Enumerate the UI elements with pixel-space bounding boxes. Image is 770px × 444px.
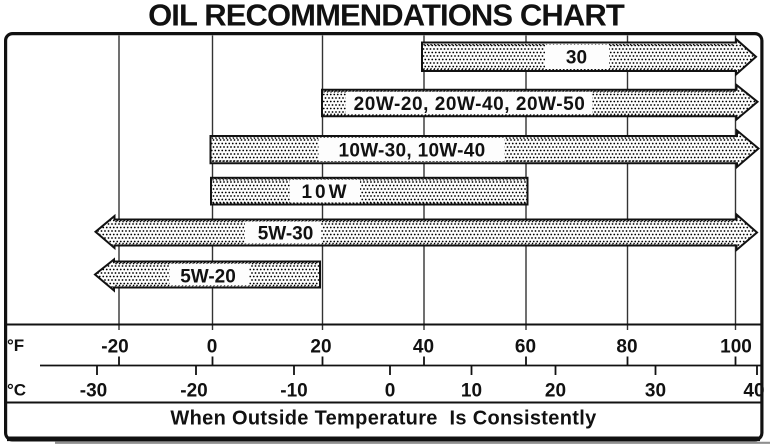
svg-text:30: 30 [645,381,666,402]
svg-text:10: 10 [461,381,482,402]
svg-text:10W: 10W [301,182,349,203]
svg-text:40: 40 [413,337,434,358]
svg-text:OIL RECOMMENDATIONS CHART: OIL RECOMMENDATIONS CHART [148,0,625,33]
svg-text:-20: -20 [101,337,128,358]
svg-text:20W-20, 20W-40, 20W-50: 20W-20, 20W-40, 20W-50 [354,94,586,115]
svg-text:5W-20: 5W-20 [180,267,236,288]
svg-text:30: 30 [566,48,587,69]
svg-text:°C: °C [7,381,26,400]
svg-text:-10: -10 [280,381,307,402]
svg-text:80: 80 [616,337,637,358]
svg-text:20: 20 [310,337,331,358]
svg-text:40: 40 [743,381,764,402]
svg-text:When Outside Temperature Is C: When Outside Temperature Is Consistently [170,408,597,430]
svg-text:-30: -30 [80,381,107,402]
svg-text:°F: °F [7,336,24,355]
svg-text:60: 60 [515,337,536,358]
svg-text:-20: -20 [180,381,207,402]
svg-text:100: 100 [720,337,752,358]
svg-text:20: 20 [545,381,566,402]
svg-text:0: 0 [207,337,218,358]
svg-text:0: 0 [385,381,396,402]
svg-text:5W-30: 5W-30 [258,224,314,245]
svg-text:10W-30, 10W-40: 10W-30, 10W-40 [338,141,485,162]
